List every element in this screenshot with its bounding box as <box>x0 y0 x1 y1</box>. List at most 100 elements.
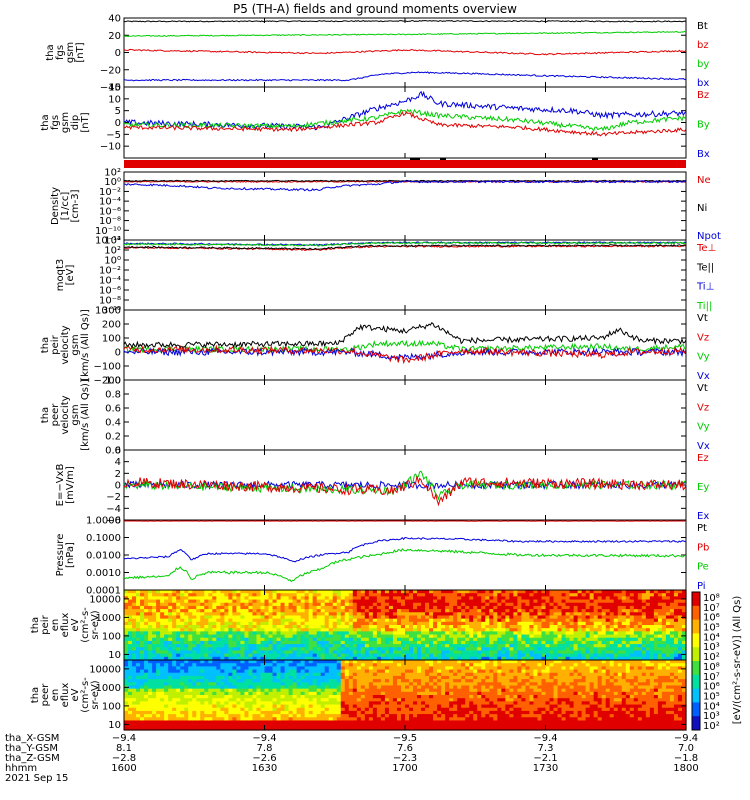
spectrogram-cell <box>653 625 659 629</box>
spectrogram-cell <box>364 605 370 610</box>
spectrogram-cell <box>417 650 422 655</box>
legend-entry: by <box>697 59 709 70</box>
spectrogram-cell <box>304 647 310 652</box>
spectrogram-cell <box>601 631 607 636</box>
spectrogram-cell <box>184 590 189 594</box>
spectrogram-cell <box>176 710 181 715</box>
spectrogram-cell <box>308 615 314 620</box>
spectrogram-cell <box>264 660 270 664</box>
spectrogram-cell <box>256 685 262 690</box>
spectrogram-cell <box>557 634 563 639</box>
spectrogram-cell <box>212 688 217 693</box>
spectrogram-cell <box>216 710 221 715</box>
spectrogram-cell <box>228 695 233 699</box>
spectrogram-cell <box>304 596 310 601</box>
spectrogram-cell <box>549 631 555 636</box>
spectrogram-cell <box>180 663 185 667</box>
spectrogram-cell <box>228 602 233 607</box>
spectrogram-cell <box>445 656 450 661</box>
spectrogram-cell <box>296 704 302 709</box>
spectrogram-cell <box>232 682 237 687</box>
spectrogram-cell <box>384 698 390 702</box>
spectrogram-cell <box>276 710 282 715</box>
spectrogram-cell <box>184 698 189 702</box>
spectrogram-cell <box>400 637 406 642</box>
spectrogram-cell <box>180 723 185 728</box>
spectrogram-cell <box>384 590 390 594</box>
spectrogram-cell <box>312 669 318 674</box>
spectrogram-cell <box>304 691 310 696</box>
spectrogram-cell <box>192 637 197 642</box>
spectrogram-cell <box>429 656 434 661</box>
spectrogram-cell <box>581 593 587 597</box>
spectrogram-cell <box>324 660 330 664</box>
spectrogram-cell <box>248 704 254 709</box>
spectrogram-cell <box>405 660 410 664</box>
spectrogram-cell <box>549 609 555 613</box>
spectrogram-cell <box>581 618 587 623</box>
y-tick-label: 300 <box>102 306 121 317</box>
spectrogram-cell <box>140 726 145 731</box>
spectrogram-cell <box>212 593 217 597</box>
spectrogram-cell <box>140 695 145 699</box>
spectrogram-cell <box>152 612 157 617</box>
spectrogram-cell <box>292 726 298 731</box>
spectrogram-cell <box>505 628 510 632</box>
spectrogram-cell <box>372 723 378 728</box>
spectrogram-cell <box>240 717 246 722</box>
spectrogram-cell <box>188 628 193 632</box>
spectrogram-cell <box>232 720 237 725</box>
spectrogram-cell <box>553 621 559 626</box>
spectrogram-cell <box>164 717 169 722</box>
spectrogram-cell <box>449 647 454 652</box>
spectrogram-cell <box>637 653 643 658</box>
spectrogram-cell <box>196 590 201 594</box>
spectrogram-cell <box>172 698 177 702</box>
spectrogram-cell <box>296 717 302 722</box>
spectrogram-cell <box>264 663 270 667</box>
spectrogram-cell <box>521 612 527 617</box>
spectrogram-cell <box>545 609 551 613</box>
spectrogram-cell <box>433 621 438 626</box>
spectrogram-cell <box>220 621 225 626</box>
spectrogram-cell <box>152 685 157 690</box>
spectrogram-cell <box>513 609 518 613</box>
spectrogram-cell <box>477 656 482 661</box>
spectrogram-cell <box>529 631 535 636</box>
spectrogram-cell <box>356 682 362 687</box>
spectrogram-cell <box>276 647 282 652</box>
spectrogram-cell <box>360 707 366 712</box>
spectrogram-cell <box>244 695 250 699</box>
spectrogram-cell <box>208 621 213 626</box>
spectrogram-cell <box>573 625 579 629</box>
spectrogram-cell <box>184 634 189 639</box>
spectrogram-cell <box>280 640 286 645</box>
spectrogram-cell <box>320 650 326 655</box>
spectrogram-cell <box>280 660 286 664</box>
spectrogram-cell <box>296 669 302 674</box>
spectrogram-cell <box>413 634 418 639</box>
spectrogram-cell <box>633 602 639 607</box>
spectrogram-cell <box>629 590 635 594</box>
spectrogram-cell <box>513 612 518 617</box>
spectrogram-cell <box>481 615 486 620</box>
spectrogram-cell <box>268 688 274 693</box>
spectrogram-cell <box>621 647 627 652</box>
spectrogram-cell <box>272 653 278 658</box>
spectrogram-cell <box>312 615 318 620</box>
spectrogram-cell <box>172 672 177 677</box>
spectrogram-cell <box>268 717 274 722</box>
spectrogram-cell <box>380 675 386 680</box>
spectrogram-cell <box>316 717 322 722</box>
spectrogram-cell <box>545 618 551 623</box>
spectrogram-cell <box>208 666 213 671</box>
spectrogram-cell <box>637 647 643 652</box>
spectrogram-cell <box>268 669 274 674</box>
spectrogram-cell <box>212 628 217 632</box>
spectrogram-cell <box>601 599 607 604</box>
spectrogram-cell <box>545 596 551 601</box>
spectrogram-cell <box>188 605 193 610</box>
spectrogram-cell <box>196 695 201 699</box>
spectrogram-cell <box>661 625 667 629</box>
spectrogram-cell <box>308 650 314 655</box>
